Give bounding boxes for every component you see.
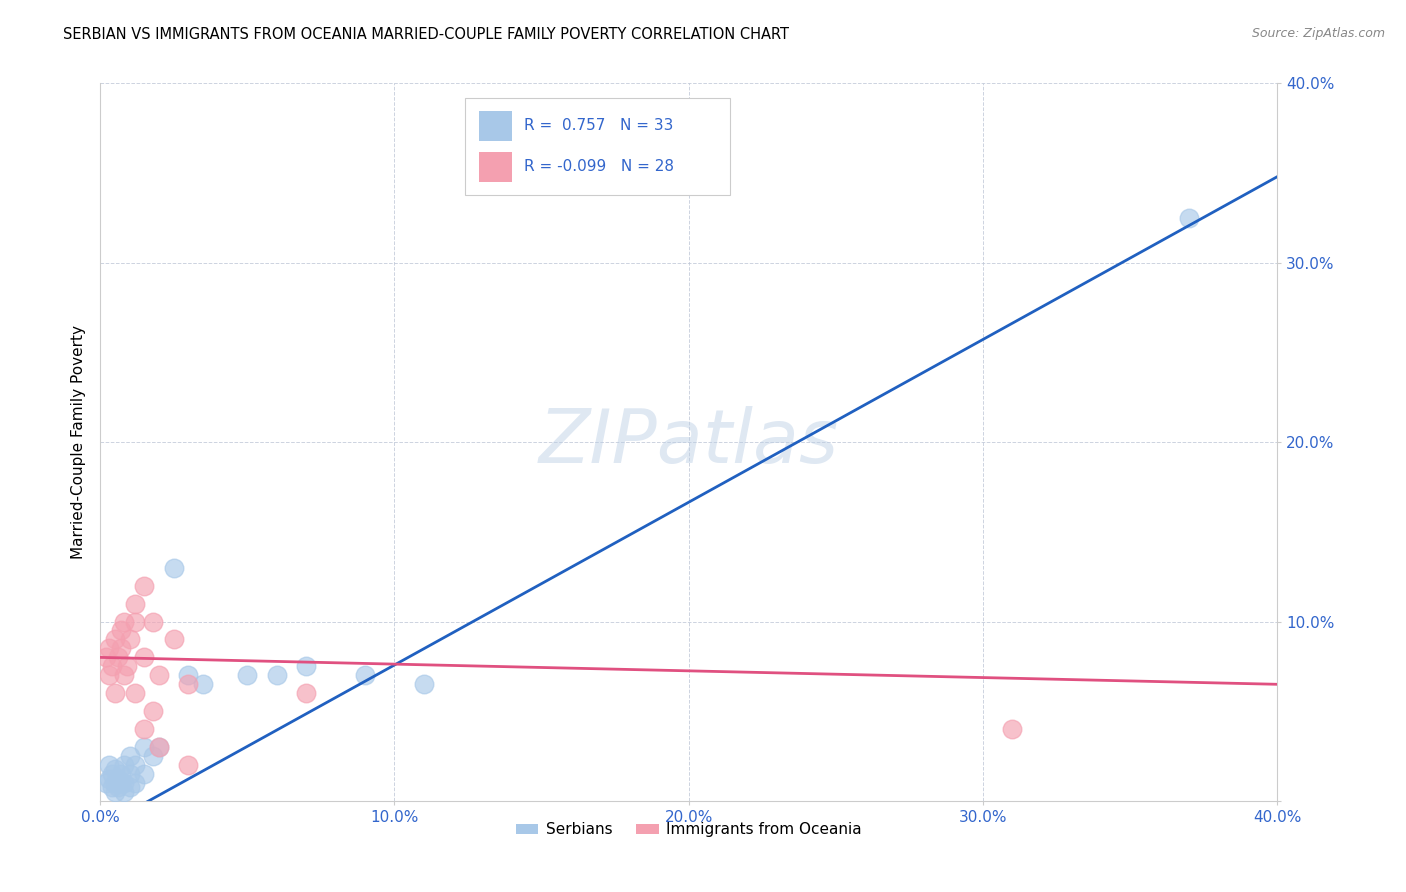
Text: Source: ZipAtlas.com: Source: ZipAtlas.com xyxy=(1251,27,1385,40)
Point xyxy=(104,632,127,647)
Point xyxy=(104,776,127,790)
Y-axis label: Married-Couple Family Poverty: Married-Couple Family Poverty xyxy=(72,326,86,559)
Point xyxy=(112,615,135,629)
Point xyxy=(118,780,141,794)
Point xyxy=(177,758,200,772)
Point xyxy=(104,686,127,700)
Point xyxy=(94,650,117,665)
FancyBboxPatch shape xyxy=(465,98,730,194)
FancyBboxPatch shape xyxy=(479,152,512,182)
Point xyxy=(412,677,434,691)
Point xyxy=(236,668,259,682)
Point xyxy=(142,749,165,764)
Point xyxy=(112,668,135,682)
Point xyxy=(124,597,146,611)
Point xyxy=(124,686,146,700)
Point xyxy=(134,740,156,755)
Point xyxy=(295,659,318,673)
Point xyxy=(118,749,141,764)
Point xyxy=(148,668,170,682)
Point xyxy=(107,772,129,787)
Point xyxy=(177,668,200,682)
Point xyxy=(107,650,129,665)
Point xyxy=(134,767,156,781)
Point xyxy=(163,632,186,647)
Text: ZIPatlas: ZIPatlas xyxy=(538,406,839,478)
Point xyxy=(118,632,141,647)
Point xyxy=(104,785,127,799)
Point xyxy=(112,776,135,790)
Point xyxy=(107,780,129,794)
Point xyxy=(124,615,146,629)
Point xyxy=(112,785,135,799)
Point xyxy=(101,659,124,673)
Point xyxy=(101,767,124,781)
Point xyxy=(354,668,377,682)
Text: SERBIAN VS IMMIGRANTS FROM OCEANIA MARRIED-COUPLE FAMILY POVERTY CORRELATION CHA: SERBIAN VS IMMIGRANTS FROM OCEANIA MARRI… xyxy=(63,27,789,42)
Point xyxy=(115,659,138,673)
Point xyxy=(142,704,165,718)
Point xyxy=(124,758,146,772)
Point xyxy=(142,615,165,629)
Point xyxy=(110,767,132,781)
Point xyxy=(163,560,186,574)
Point xyxy=(134,722,156,736)
Point xyxy=(97,641,120,656)
Point xyxy=(266,668,288,682)
Point xyxy=(112,758,135,772)
Point xyxy=(134,579,156,593)
Point xyxy=(118,767,141,781)
Point xyxy=(134,650,156,665)
Point xyxy=(148,740,170,755)
Point xyxy=(191,677,214,691)
Point xyxy=(94,776,117,790)
Point xyxy=(177,677,200,691)
Point xyxy=(97,772,120,787)
Text: R = -0.099   N = 28: R = -0.099 N = 28 xyxy=(524,159,673,174)
Point xyxy=(295,686,318,700)
Point xyxy=(148,740,170,755)
Point xyxy=(97,758,120,772)
Point xyxy=(104,762,127,776)
Point xyxy=(97,668,120,682)
Point xyxy=(101,780,124,794)
Legend: Serbians, Immigrants from Oceania: Serbians, Immigrants from Oceania xyxy=(509,816,868,844)
Text: R =  0.757   N = 33: R = 0.757 N = 33 xyxy=(524,119,673,133)
Point xyxy=(1178,211,1201,225)
Point xyxy=(110,641,132,656)
FancyBboxPatch shape xyxy=(479,111,512,141)
Point xyxy=(124,776,146,790)
Point xyxy=(110,776,132,790)
Point xyxy=(110,624,132,638)
Point xyxy=(1001,722,1024,736)
